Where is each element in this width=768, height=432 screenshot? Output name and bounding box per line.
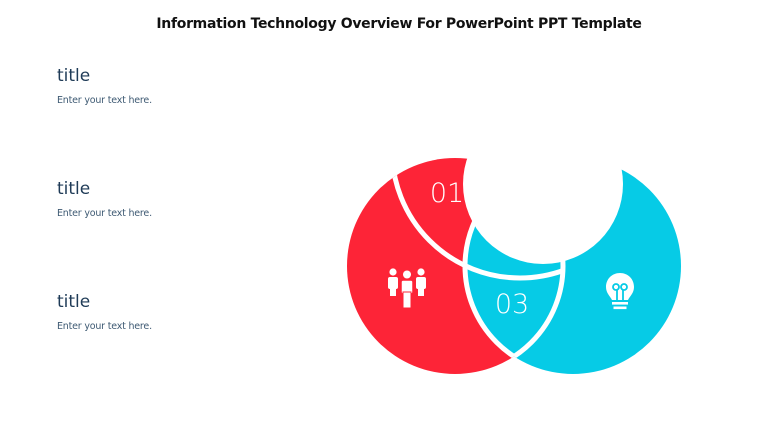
- block-title: title: [57, 179, 91, 199]
- block-title: title: [57, 66, 91, 86]
- text-block-3: title Enter your text here.: [57, 292, 152, 332]
- segment-number-03: 03: [495, 289, 529, 320]
- block-title: title: [57, 292, 91, 312]
- text-block-1: title Enter your text here.: [57, 66, 152, 106]
- segment-number-01: 01: [430, 178, 464, 209]
- segment-03-lens: [465, 158, 563, 374]
- text-block-2: title Enter your text here.: [57, 179, 152, 219]
- slide-title: Information Technology Overview For Powe…: [156, 16, 642, 32]
- people-group-icon: [388, 268, 426, 309]
- block-description: Enter your text here.: [57, 321, 152, 332]
- block-description: Enter your text here.: [57, 95, 152, 106]
- block-description: Enter your text here.: [57, 208, 152, 219]
- lightbulb-icon: [606, 273, 634, 310]
